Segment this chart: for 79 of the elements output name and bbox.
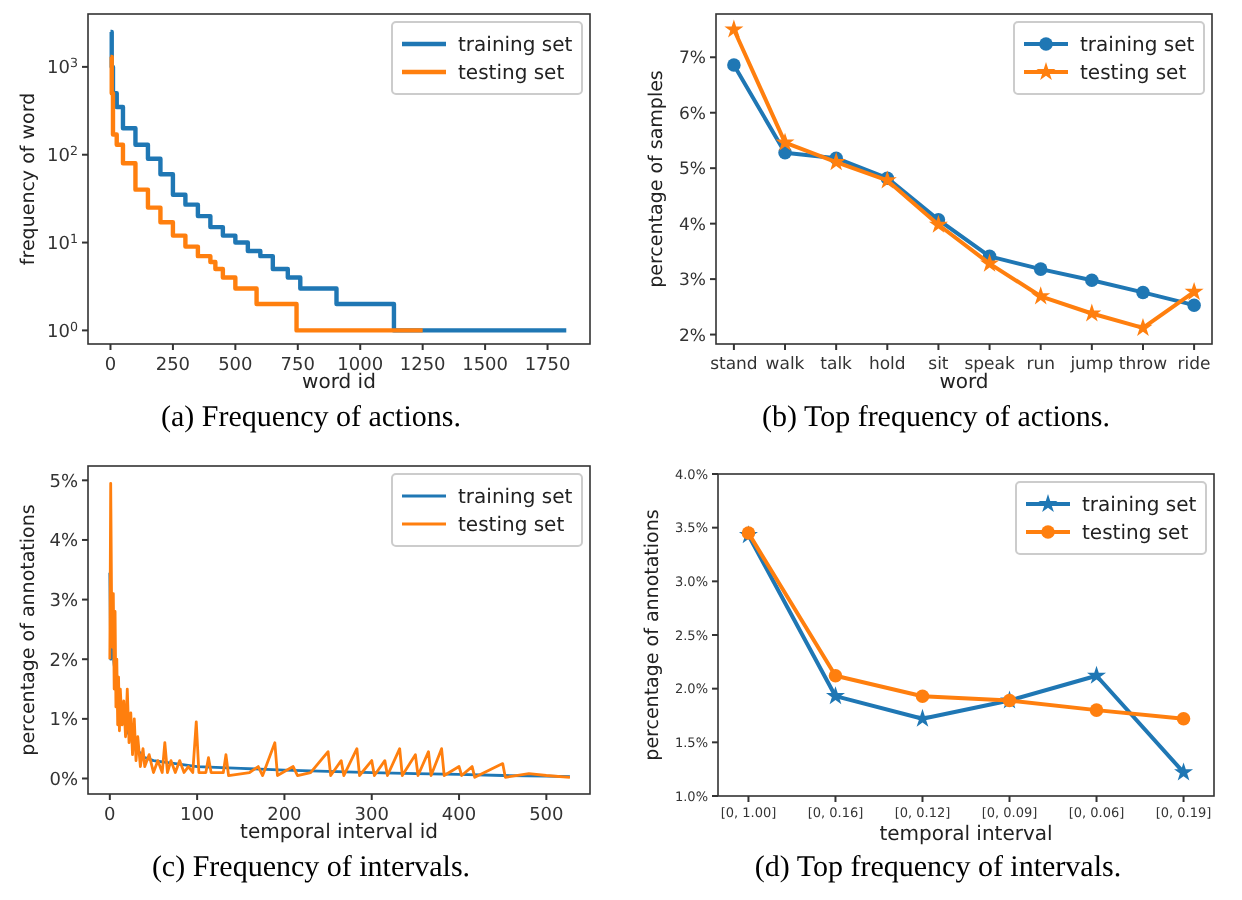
point [928,214,948,233]
y-tick-label: 10$^{3}$ [47,56,78,80]
point [1187,298,1201,312]
point [1174,762,1194,781]
y-tick-label: 3% [49,591,79,612]
y-tick-label: 10$^{2}$ [47,144,78,168]
x-tick-label: 100 [179,806,215,826]
x-tick-label: 0 [104,356,117,376]
y-tick-label: 0% [49,770,79,791]
x-tick-label: 400 [441,806,477,826]
point [915,689,930,703]
x-axis-title: word id [302,372,376,394]
legend-label: testing set [1080,63,1187,85]
x-tick-label: 250 [155,356,191,376]
y-tick-label: 7% [679,49,706,70]
y-tick-label: 5% [49,472,79,493]
y-tick-label: 2% [49,651,79,672]
x-axis-title: temporal interval id [240,822,438,844]
x-tick-label: ride [1177,355,1211,375]
x-tick-label: talk [820,355,853,375]
x-tick-label: stand [710,355,758,375]
x-tick-label: 300 [354,806,390,826]
point [828,669,843,683]
x-tick-label: speak [964,355,1015,375]
x-tick-label: hold [868,355,906,375]
point [825,686,845,705]
x-tick-label: 1500 [462,356,509,376]
line-series [108,481,572,779]
x-tick-label: walk [765,355,805,375]
x-tick-label: sit [928,355,950,375]
point [727,58,741,72]
legend-label: training set [1080,35,1195,57]
legend-label: training set [458,35,573,57]
text: (c) Frequency of intervals. [151,852,471,884]
x-tick-label: 1750 [524,356,571,376]
x-axis-title: word [939,372,989,394]
text: (b) Top frequency of actions. [761,402,1111,434]
point [775,132,795,151]
point [1031,286,1051,305]
y-tick-label: 2% [679,326,706,347]
x-tick-label: 200 [267,806,303,826]
y-tick-label: 5% [679,160,706,181]
point [980,253,1000,272]
x-tick-label: 750 [280,356,316,376]
legend-label: testing set [458,515,565,537]
y-axis-title: percentage of annotations [18,504,40,756]
y-tick-label: 10$^{0}$ [47,319,78,343]
point [1087,665,1107,684]
x-tick-label: 500 [218,356,254,376]
x-tick-label: jump [1068,355,1114,375]
x-tick-label: 1250 [399,356,447,376]
legend-label: training set [1082,495,1197,517]
y-tick-label: 3% [679,271,706,292]
x-tick-label: 0 [104,806,117,826]
text: (a) Frequency of actions. [161,402,461,434]
point [826,152,846,171]
point [1085,273,1099,287]
legend-label: testing set [458,63,565,85]
y-tick-label: 6% [679,104,706,125]
text: (d) Top frequency of intervals. [754,852,1122,884]
point [724,19,744,38]
point [1184,281,1204,300]
y-tick-label: 4% [49,532,79,553]
x-tick-label: run [1026,355,1055,375]
y-axis-title: percentage of samples [646,70,668,288]
x-tick-label: throw [1118,355,1168,375]
y-axis-title: percentage of annotations [642,509,664,761]
point [1089,703,1104,717]
legend-label: testing set [1082,523,1189,545]
point [1176,711,1191,726]
y-tick-label: 10$^{1}$ [47,231,78,255]
y-tick-label: 4% [679,215,706,236]
point [1136,285,1150,300]
x-axis-title: temporal interval [879,824,1053,846]
y-axis-title: frequency of word [18,92,40,266]
y-tick-label: 1% [49,711,79,732]
x-tick-label: 500 [529,806,565,826]
point [1033,262,1048,276]
legend-label: training set [458,487,573,509]
